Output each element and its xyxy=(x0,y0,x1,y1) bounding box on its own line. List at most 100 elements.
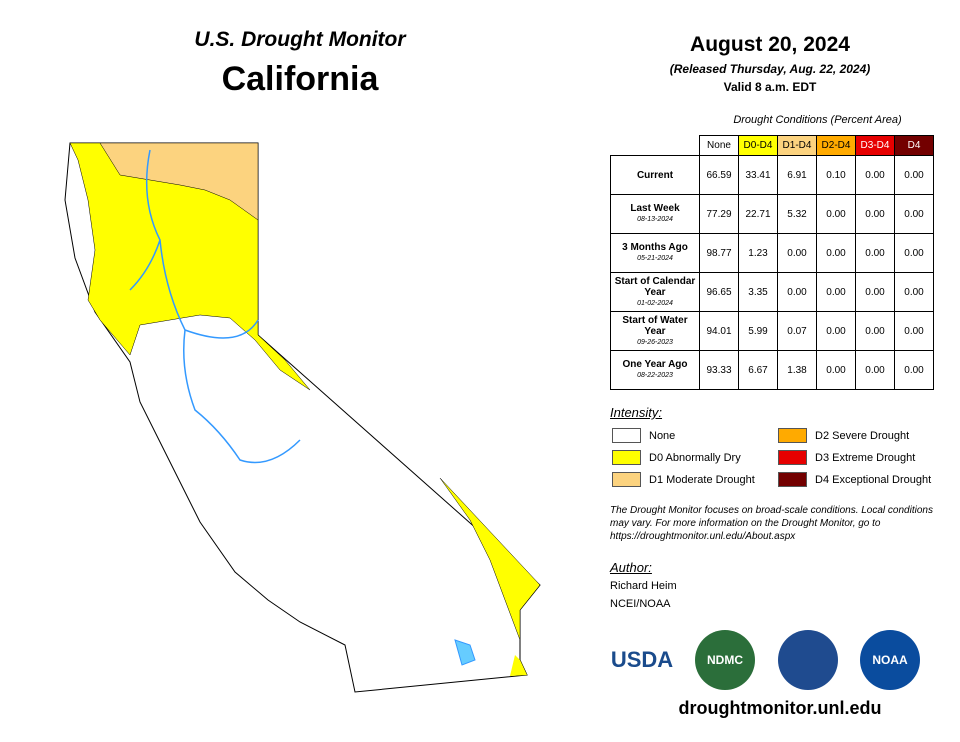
cell: 96.65 xyxy=(699,272,739,312)
row-name: Start of Calendar Year xyxy=(614,275,696,298)
legend-swatch xyxy=(612,472,641,487)
row-label: Start of Water Year 09-26-2023 xyxy=(610,311,700,351)
legend-label: D1 Moderate Drought xyxy=(649,473,755,486)
header-row: None D0-D4 D1-D4 D2-D4 D3-D4 D4 xyxy=(611,135,934,156)
row-date: 01-02-2024 xyxy=(637,299,673,307)
d1-area xyxy=(99,142,259,221)
legend-item: None xyxy=(612,428,675,443)
author-line: NCEI/NOAA xyxy=(610,598,671,610)
legend-swatch xyxy=(612,428,641,443)
row-name: Current xyxy=(636,169,674,181)
cell: 0.00 xyxy=(855,155,895,195)
lake xyxy=(454,639,476,666)
cell: 0.07 xyxy=(777,311,817,351)
valid: Valid 8 a.m. EDT xyxy=(723,80,817,94)
logo: NOAA xyxy=(860,630,920,690)
d0-area-south xyxy=(510,655,527,676)
cell: 0.00 xyxy=(894,350,934,390)
note: The Drought Monitor focuses on broad-sca… xyxy=(610,505,933,542)
cell: 77.29 xyxy=(699,194,739,234)
row-label: Last Week 08-13-2024 xyxy=(610,194,700,234)
legend-swatch xyxy=(778,450,807,465)
cell: 33.41 xyxy=(738,155,778,195)
cell: 1.38 xyxy=(777,350,817,390)
cell: 0.00 xyxy=(855,350,895,390)
row-date: 08-22-2023 xyxy=(637,372,673,379)
cell: 0.00 xyxy=(816,194,856,234)
row: Current 66.59 33.41 6.91 0.10 0.00 0.00 xyxy=(610,155,934,195)
legend-label: D4 Exceptional Drought xyxy=(815,473,932,486)
legend-item: D4 Exceptional Drought xyxy=(778,472,931,487)
row-date: 09-26-2023 xyxy=(637,338,673,346)
legend-item: D0 Abnormally Dry xyxy=(612,450,741,465)
column-header: D1-D4 xyxy=(777,135,817,156)
column-header: None xyxy=(699,135,739,156)
column-header: D2-D4 xyxy=(816,135,856,156)
date: August 20, 2024 xyxy=(690,33,850,56)
column-header: D0-D4 xyxy=(738,135,778,156)
stats-table: None D0-D4 D1-D4 D2-D4 D3-D4 D4 Current 66.59 33… xyxy=(610,135,934,390)
logo: USDA xyxy=(611,630,673,690)
state: California xyxy=(221,60,379,98)
cell: 6.91 xyxy=(777,155,817,195)
cell: 98.77 xyxy=(699,233,739,273)
legend-swatch xyxy=(778,472,807,487)
column-header: D3-D4 xyxy=(855,135,895,156)
cell: 0.00 xyxy=(894,272,934,312)
logo: NDMC xyxy=(695,630,755,690)
row-label: 3 Months Ago 05-21-2024 xyxy=(610,233,700,273)
row-label: Current xyxy=(610,155,700,195)
column-header: D4 xyxy=(894,135,934,156)
cell: 94.01 xyxy=(699,311,739,351)
row-name: Start of Water Year xyxy=(622,314,688,337)
legend-swatch xyxy=(778,428,807,443)
cell: 5.32 xyxy=(777,194,817,234)
row-label: Start of Calendar Year 01-02-2024 xyxy=(610,272,700,312)
author-line: Richard Heim xyxy=(610,580,677,592)
cell: 0.00 xyxy=(855,311,895,351)
cell: 0.00 xyxy=(777,233,817,273)
author-heading: Author: xyxy=(610,560,652,575)
cell: 0.00 xyxy=(855,194,895,234)
cell: 0.00 xyxy=(894,311,934,351)
url: droughtmonitor.unl.edu xyxy=(678,698,882,718)
cell: 66.59 xyxy=(699,155,739,195)
cell: 3.35 xyxy=(738,272,778,312)
cell: 93.33 xyxy=(699,350,739,390)
cell: 0.00 xyxy=(816,311,856,351)
cell: 1.23 xyxy=(738,233,778,273)
row-label: One Year Ago 08-22-2023 xyxy=(610,350,700,390)
cell: 0.00 xyxy=(777,272,817,312)
legend-swatch xyxy=(612,450,641,465)
row: One Year Ago 08-22-2023 93.33 6.67 1.38 0.00 0… xyxy=(610,350,934,390)
row: Start of Calendar Year 01-02-2024 96.65 3.3… xyxy=(610,272,934,312)
title: U.S. Drought Monitor xyxy=(194,28,406,51)
cell: 0.00 xyxy=(816,272,856,312)
cell: 0.00 xyxy=(855,272,895,312)
row-date: 05-21-2024 xyxy=(637,255,673,262)
cell: 6.67 xyxy=(738,350,778,390)
map xyxy=(64,142,541,693)
table-caption: Drought Conditions (Percent Area) xyxy=(733,114,902,126)
legend-label: None xyxy=(649,429,676,442)
cell: 22.71 xyxy=(738,194,778,234)
released: (Released Thursday, Aug. 22, 2024) xyxy=(669,62,871,76)
cell: 0.00 xyxy=(855,233,895,273)
row-name: One Year Ago xyxy=(622,359,688,370)
legend-item: D1 Moderate Drought xyxy=(612,472,755,487)
row-date: 08-13-2024 xyxy=(637,216,673,223)
blank xyxy=(611,136,700,156)
d0-area-southeast xyxy=(439,477,541,641)
cell: 5.99 xyxy=(738,311,778,351)
row: Last Week 08-13-2024 77.29 22.71 5.32 0.00 0.0… xyxy=(610,194,934,234)
legend-label: D2 Severe Drought xyxy=(815,429,910,442)
cell: 0.00 xyxy=(816,350,856,390)
cell: 0.00 xyxy=(894,155,934,195)
logo xyxy=(778,630,838,690)
row-name: Last Week xyxy=(630,203,680,214)
row-name: 3 Months Ago xyxy=(622,242,688,253)
legend-item: D3 Extreme Drought xyxy=(778,450,915,465)
legend-label: D3 Extreme Drought xyxy=(815,451,916,464)
row: 3 Months Ago 05-21-2024 98.77 1.23 0.00 0.00 0… xyxy=(610,233,934,273)
